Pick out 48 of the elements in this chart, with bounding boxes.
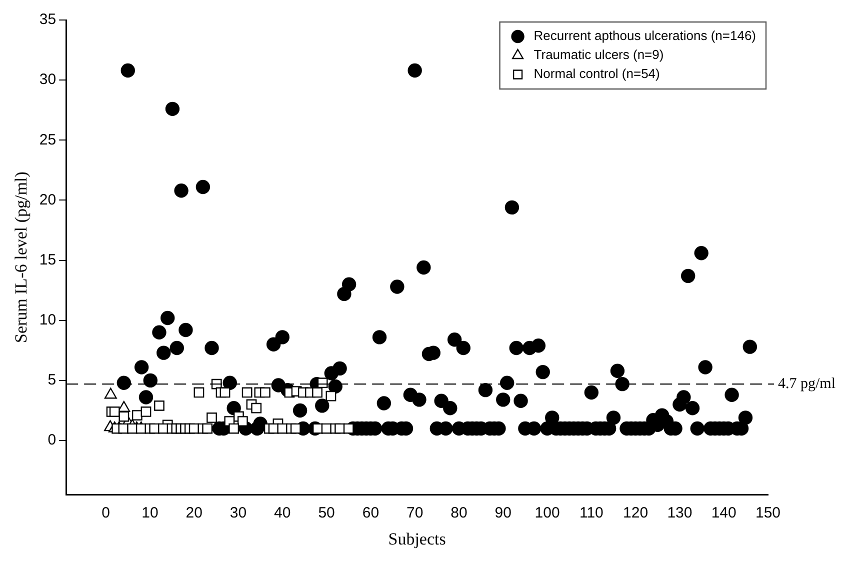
legend-label: Recurrent apthous ulcerations (n=146) (534, 28, 756, 44)
point (228, 423, 240, 434)
x-tick-label: 150 (755, 504, 781, 522)
x-tick-label: 140 (711, 504, 736, 522)
x-tick-label: 60 (362, 504, 380, 522)
point (312, 387, 322, 398)
x-tick-label: 70 (406, 504, 424, 522)
y-tick-label: 30 (39, 71, 56, 88)
point (326, 390, 336, 402)
y-tick-label: 15 (39, 251, 56, 268)
x-tick-label: 80 (450, 504, 468, 522)
point (154, 400, 164, 411)
point (140, 406, 152, 417)
x-tick-label: 110 (579, 504, 604, 522)
y-tick-label: 5 (48, 372, 56, 389)
x-tick-label: 10 (142, 504, 158, 522)
y-axis-title: Serum IL-6 level (pg/ml) (12, 172, 31, 343)
point (118, 411, 130, 422)
y-tick-label: 10 (39, 312, 56, 329)
x-tick-label: 130 (667, 504, 692, 522)
point (206, 412, 217, 423)
y-tick-label: 25 (39, 131, 56, 148)
x-tick-label: 40 (274, 504, 291, 522)
x-axis-title: Subjects (388, 529, 446, 548)
point (260, 387, 270, 398)
point (194, 387, 204, 398)
point (242, 387, 252, 398)
x-tick-label: 120 (623, 504, 648, 522)
point (132, 410, 142, 420)
y-tick-label: 0 (48, 432, 56, 449)
point (251, 402, 262, 414)
x-tick-label: 0 (102, 504, 110, 522)
point (237, 416, 248, 427)
legend-label: Normal control (n=54) (534, 66, 660, 82)
y-tick-label: 35 (39, 11, 56, 28)
x-tick-label: 100 (534, 504, 560, 522)
x-tick-label: 50 (318, 504, 335, 522)
point (202, 423, 213, 434)
x-tick-label: 90 (494, 504, 512, 522)
ref-line-label: 4.7 pg/ml (778, 376, 836, 392)
point (343, 423, 354, 434)
x-tick-label: 30 (230, 504, 247, 522)
point (290, 423, 301, 434)
x-tick-label: 20 (186, 504, 202, 522)
point (220, 387, 230, 398)
y-tick-label: 20 (39, 191, 56, 208)
point (109, 406, 120, 417)
legend-label: Traumatic ulcers (n=9) (534, 47, 664, 62)
